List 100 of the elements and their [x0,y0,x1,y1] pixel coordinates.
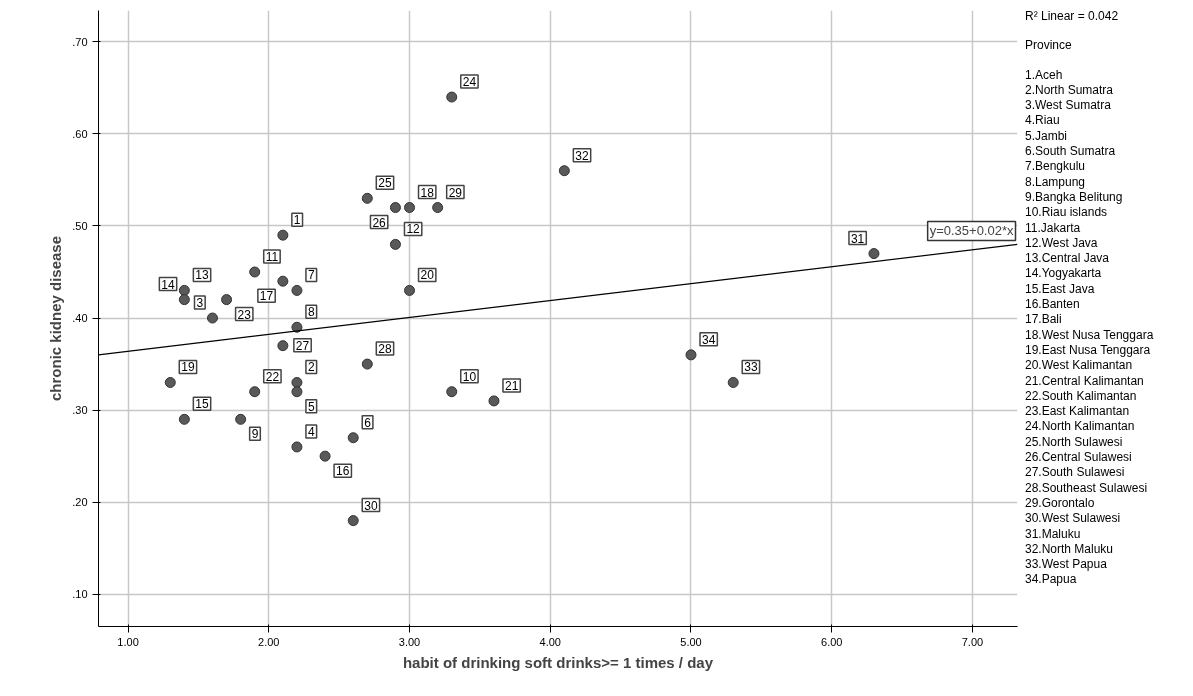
annotation: 22 [265,369,280,384]
point [446,386,458,398]
text: 9.Bangka Belitung [1025,189,1124,206]
text: 11.Jakarta [1025,220,1082,236]
point [277,340,289,352]
text: 20.West Kalimantan [1025,358,1134,374]
x-tick-label: 4.00 [539,635,561,648]
text: 29.Gorontalo [1025,495,1096,512]
x-axis-title: habit of drinking soft drinks>= 1 times / day [402,653,714,671]
annotation: 17 [259,289,274,304]
annotation: 13 [195,268,210,283]
text: 18.West Nusa Tenggara [1025,327,1154,343]
text: 22.South Kalimantan [1025,388,1138,405]
annotation: 19 [181,360,195,375]
point [558,165,570,177]
point [347,515,359,527]
text: 6.South Sumatra [1025,144,1117,160]
x-tick-label: 3.00 [398,635,421,648]
text: 34.Papua [1025,572,1078,588]
annotation: 32 [575,148,590,163]
text: 8.Lampung [1025,174,1087,190]
y-tick-label: .10 [72,588,88,601]
point [249,266,261,278]
y-tick-label: .40 [72,312,88,325]
point [446,91,458,103]
annotation: 31 [850,231,865,246]
annotation: 26 [372,215,387,230]
point [178,294,190,306]
point [727,377,739,388]
text: 25.North Sulawesi [1025,434,1124,451]
text: 21.Central Kalimantan [1025,373,1145,389]
text: 24.North Kalimantan [1025,419,1136,435]
point [488,395,500,407]
text: 31.Maluku [1025,526,1082,542]
text: 2.North Sumatra [1025,82,1115,99]
y-tick-label: .30 [72,404,88,417]
point [404,284,416,296]
point [404,202,416,214]
text: 12.West Java [1025,235,1099,252]
point [361,358,373,370]
annotation: 23 [237,307,252,322]
point [291,321,303,333]
point [221,294,233,306]
annotation: 34 [701,332,716,347]
text: 15.East Java [1025,281,1096,298]
y-tick-label: .20 [72,496,88,509]
annotation: 10 [462,369,477,384]
point [389,202,401,214]
text: Province [1025,38,1073,54]
annotation: 33 [744,360,758,375]
annotation: 18 [420,185,435,200]
annotation: 21 [504,378,519,393]
x-tick-label: 6.00 [821,635,843,648]
annotation: 6 [364,415,372,430]
x-tick-label: 5.00 [680,635,702,648]
point [164,377,176,388]
text: 16.Banten [1025,297,1081,313]
annotation: 5 [307,399,315,414]
text: 4.Riau [1025,113,1061,129]
x-tick-label: 1.00 [117,635,139,648]
text: 17.Bali [1025,312,1063,328]
text: 30.West Sulawesi [1025,511,1122,527]
text: 23.East Kalimantan [1025,404,1131,420]
annotation: 20 [420,268,435,283]
point [319,450,331,462]
y-tick-label: .60 [72,127,88,140]
point [291,284,303,296]
point [868,248,880,260]
text: 13.Central Java [1025,251,1111,267]
annotation: 12 [406,222,421,237]
text: R² Linear = 0.042 [1025,9,1120,25]
text: 27.South Sulawesi [1025,465,1126,481]
annotation: 24 [462,75,477,90]
annotation: 14 [161,277,176,292]
text: 28.Southeast Sulawesi [1025,480,1149,496]
annotation: 30 [364,498,378,513]
point [235,413,247,425]
annotation: 29 [448,185,463,200]
point [291,386,303,398]
annotation: 25 [378,176,392,191]
point [249,386,261,398]
annotation: y=0.35+0.02*x [929,223,1014,239]
text: 1.Aceh [1025,67,1064,83]
annotation: 8 [307,305,315,320]
text: 14.Yogyakarta [1025,266,1103,282]
annotation: 7 [307,268,315,283]
x-tick-label: 7.00 [961,635,984,648]
text: 32.North Maluku [1025,541,1115,558]
y-axis-title: chronic kidney disease [47,235,65,402]
annotation: 4 [307,424,315,439]
point [361,192,373,204]
point [178,413,190,425]
point [389,238,401,250]
text: 26.Central Sulawesi [1025,450,1133,466]
point [178,284,190,296]
annotation: 1 [293,213,301,228]
text: 33.West Papua [1025,557,1108,573]
annotation: 2 [307,360,315,375]
annotation: 27 [295,338,310,353]
text: 7.Bengkulu [1025,159,1087,175]
